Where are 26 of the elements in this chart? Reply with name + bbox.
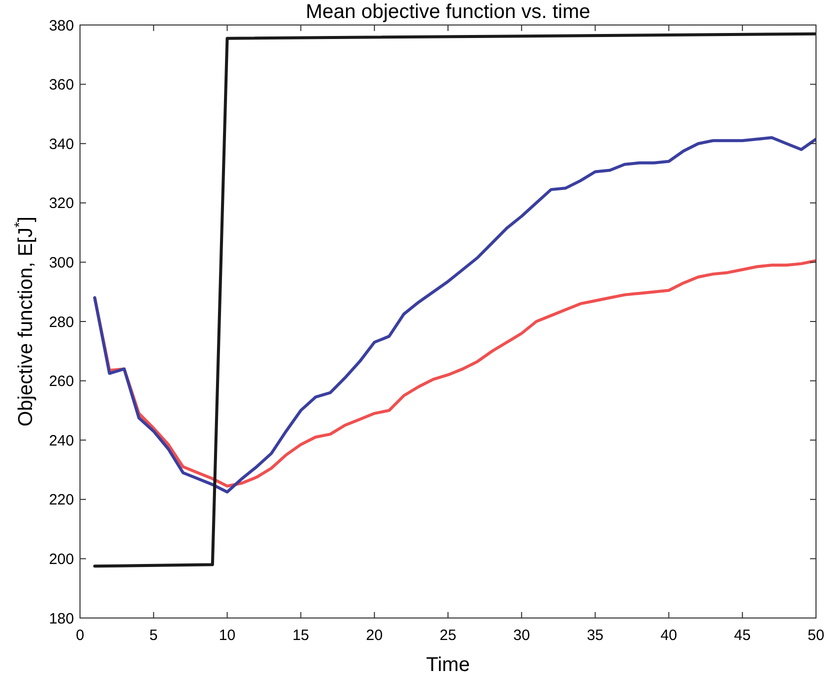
x-tick-label: 40 bbox=[660, 627, 678, 644]
x-tick-label: 45 bbox=[734, 627, 751, 644]
y-tick-label: 280 bbox=[48, 314, 74, 331]
y-tick-label: 260 bbox=[48, 373, 74, 390]
x-tick-label: 30 bbox=[513, 627, 530, 644]
x-tick-label: 5 bbox=[149, 627, 158, 644]
line-series bbox=[93, 136, 816, 494]
x-tick-label: 35 bbox=[586, 627, 604, 644]
y-tick-label: 380 bbox=[48, 17, 74, 34]
x-axis-title: Time bbox=[426, 654, 470, 676]
y-tick-label: 240 bbox=[48, 432, 74, 450]
x-tick-label: 15 bbox=[292, 627, 310, 644]
y-tick-label: 360 bbox=[48, 76, 74, 94]
y-tick-label: 340 bbox=[48, 136, 74, 153]
x-tick-label: 10 bbox=[218, 627, 236, 644]
x-tick-label: 25 bbox=[440, 627, 456, 644]
y-tick-label: 300 bbox=[48, 254, 74, 272]
y-tick-label: 200 bbox=[48, 550, 74, 568]
line-series bbox=[93, 32, 816, 568]
y-tick-label: 180 bbox=[48, 610, 74, 628]
y-tick-label: 220 bbox=[48, 492, 74, 509]
chart-title: Mean objective function vs. time bbox=[306, 1, 590, 23]
x-tick-label: 50 bbox=[808, 627, 824, 644]
x-tick-label: 0 bbox=[76, 627, 84, 644]
x-tick-label: 20 bbox=[366, 627, 383, 644]
y-tick-label: 320 bbox=[48, 195, 74, 212]
